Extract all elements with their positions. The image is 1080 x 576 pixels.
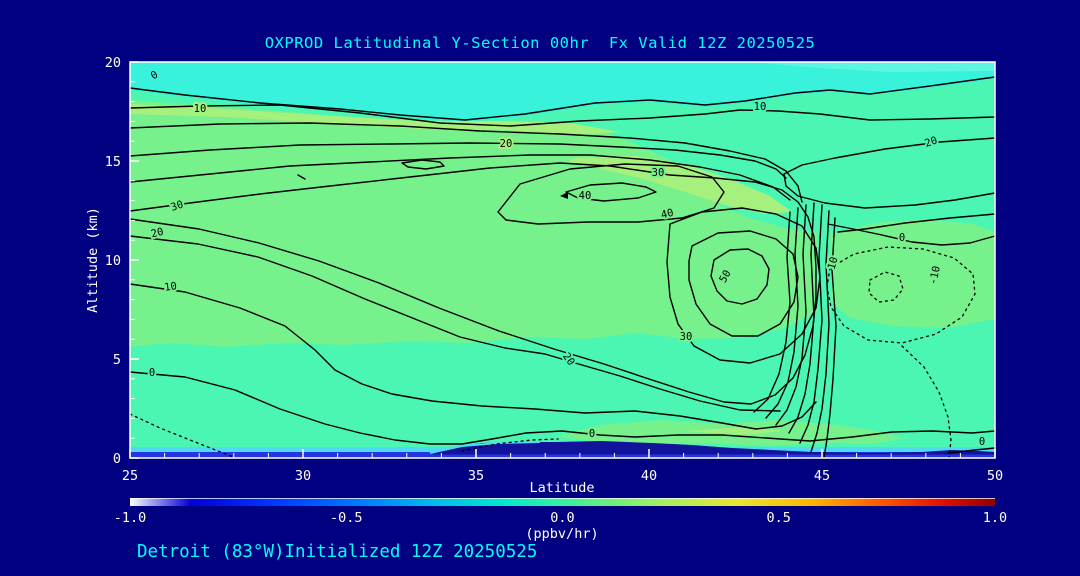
- contour-label: 10: [163, 280, 177, 294]
- contour-label: 0: [899, 232, 905, 244]
- x-tick-label: 45: [814, 468, 830, 484]
- x-axis-ticks: 25 30 35 40 45 50: [122, 449, 1003, 484]
- y-axis-ticks: 20 15 10 5 0: [105, 55, 139, 467]
- colorbar-tick-label: 0.5: [766, 510, 791, 526]
- colorbar-tick-label: 1.0: [982, 510, 1008, 526]
- y-tick-label: 20: [105, 55, 121, 71]
- contour-label: 30: [652, 167, 665, 179]
- contour-label: 0: [149, 367, 155, 379]
- contour-label: 40: [579, 190, 592, 202]
- colorbar-unit-label: (ppbv/hr): [525, 526, 599, 542]
- contour-label: 40: [660, 207, 675, 222]
- x-tick-label: 30: [295, 468, 311, 484]
- y-axis-title: Altitude (km): [85, 207, 101, 313]
- footer-caption: Detroit (83°W)Initialized 12Z 20250525: [137, 542, 538, 562]
- y-tick-label: 0: [113, 451, 121, 467]
- contour-label: 30: [680, 331, 693, 343]
- y-tick-label: 15: [105, 154, 121, 170]
- y-tick-label: 10: [105, 253, 121, 269]
- plot-title: OXPROD Latitudinal Y-Section 00hr Fx Val…: [264, 34, 816, 52]
- contour-label: 0: [589, 428, 595, 440]
- contour-label: 10: [826, 256, 841, 271]
- contour-label: 10: [754, 101, 767, 113]
- x-tick-label: 40: [641, 468, 657, 484]
- x-tick-label: 50: [987, 468, 1003, 484]
- contour-label: 20: [150, 226, 165, 241]
- contour-label: 10: [194, 103, 207, 115]
- contour-label: 0: [979, 436, 985, 448]
- y-tick-label: 5: [113, 352, 121, 368]
- x-tick-label: 25: [122, 468, 138, 484]
- x-tick-label: 35: [468, 468, 484, 484]
- x-axis-title: Latitude: [529, 480, 594, 496]
- colorbar-tick-label: 0.0: [550, 510, 575, 526]
- contour-label: 20: [500, 138, 513, 150]
- colorbar: [130, 498, 995, 506]
- filled-contours: [130, 62, 995, 458]
- colorbar-tick-label: -1.0: [113, 510, 147, 526]
- colorbar-tick-label: -0.5: [329, 510, 363, 526]
- contour-lines: [129, 76, 996, 459]
